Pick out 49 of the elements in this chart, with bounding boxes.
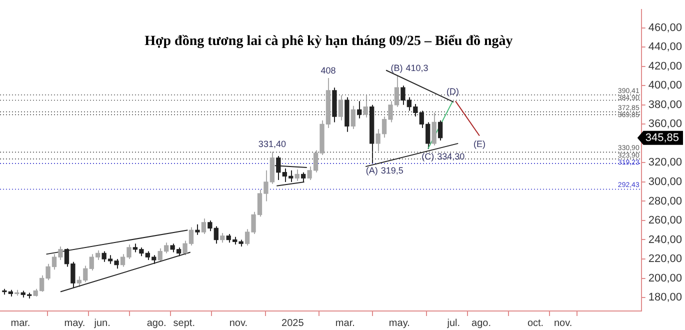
x-tick-label: jul. [446,318,460,329]
annotation: 331,40 [258,139,286,150]
y-tick-label: 200,00 [648,272,682,284]
annotation: (A) [366,166,378,176]
x-tick-label: nov. [554,318,572,329]
x-tick-label: oct. [527,318,544,329]
x-tick-label: may. [64,318,86,329]
x-tick-label: 2025 [282,318,304,329]
y-tick-label: 380,00 [648,98,682,111]
annotation: (E) [473,139,486,150]
candlestick [294,168,300,182]
candlestick [363,94,368,118]
x-tick-label: may. [388,318,410,329]
text: Hợp đồng tương lai cà phê kỳ hạn tháng 09/25 – Biểu đồ ngày [144,34,513,50]
candlestick [350,105,356,130]
x-tick-label: mar. [10,318,30,329]
annotation: (B) [390,63,403,74]
y-tick-label: 260,00 [648,214,682,227]
candlestick [338,94,344,121]
annotation: (D) [446,86,460,97]
candlestick [195,224,200,236]
y-tick-label: 360,00 [648,118,682,130]
y-tick-label: 460,00 [648,22,682,34]
candlestick [432,112,436,146]
annotation: 410,3 [406,63,428,74]
candlestick [201,218,206,234]
y-tick-label: 220,00 [648,253,682,266]
text: 345,85 [645,132,680,144]
y-tick-label: 180,00 [648,292,682,304]
annotation: 319,5 [380,166,404,176]
candlestick [220,232,225,244]
x-tick-label: jun. [93,318,110,329]
y-tick-label: 320,00 [648,156,682,169]
y-tick-label: 400,00 [648,80,682,92]
x-tick-label: mar. [335,318,355,329]
annotation: 334,30 [437,151,465,162]
y-tick-label: 280,00 [648,195,682,208]
y-tick-label: 300,00 [648,176,682,188]
annotation: (C) [422,151,434,162]
candlestick [357,100,362,119]
y-tick-label: 240,00 [648,234,682,246]
candlestick [438,120,443,142]
x-tick-label: ago. [472,318,491,329]
y-tick-label: 440,00 [648,41,682,54]
annotation: 408 [320,65,336,76]
x-tick-label: sept. [173,318,195,329]
y-tick-label: 420,00 [648,60,682,72]
x-tick-label: nov. [229,318,248,329]
x-tick-label: ago. [146,318,166,329]
